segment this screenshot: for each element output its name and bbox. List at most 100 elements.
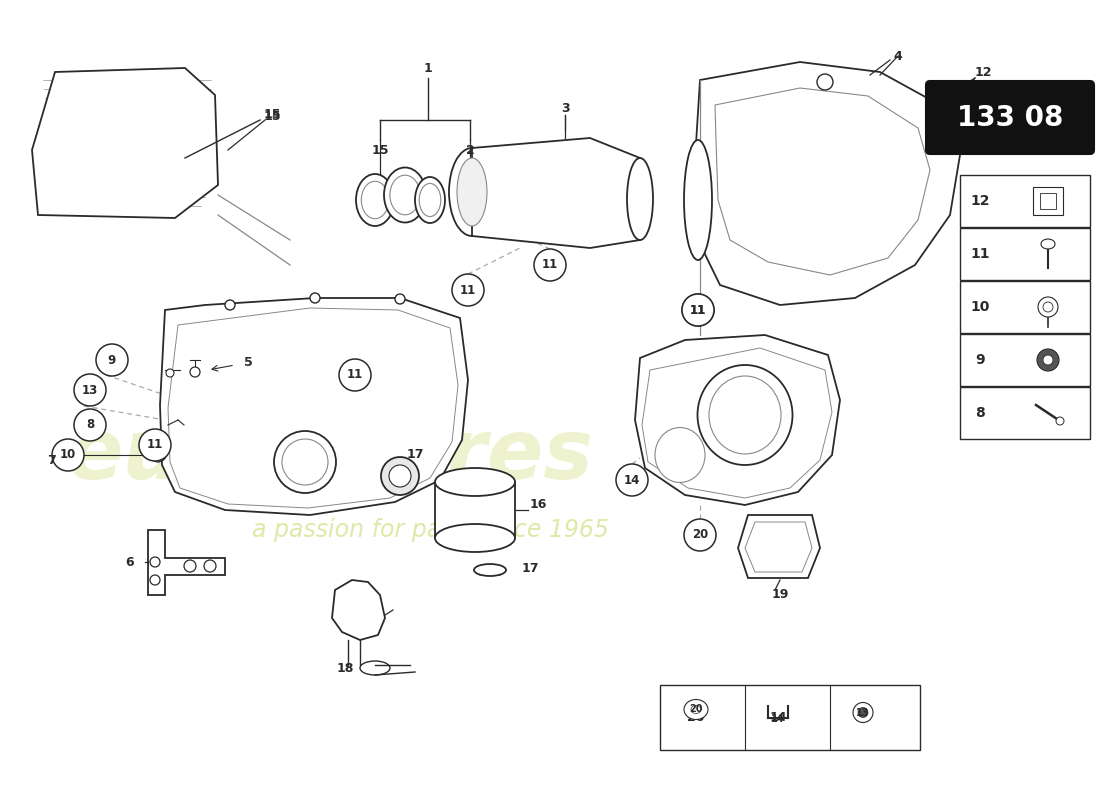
Text: 12: 12	[975, 66, 992, 78]
Circle shape	[339, 359, 371, 391]
Bar	[960, 228, 1090, 280]
Text: 18: 18	[337, 662, 354, 674]
Ellipse shape	[852, 702, 873, 722]
Circle shape	[52, 439, 84, 471]
Bar	[960, 281, 1090, 333]
Ellipse shape	[1038, 297, 1058, 317]
Bar	[960, 175, 1090, 227]
Text: 14: 14	[769, 711, 786, 724]
Circle shape	[96, 344, 128, 376]
Ellipse shape	[1037, 349, 1059, 371]
Ellipse shape	[282, 439, 328, 485]
Ellipse shape	[434, 468, 515, 496]
Ellipse shape	[381, 457, 419, 495]
Ellipse shape	[389, 175, 420, 214]
Text: 8: 8	[975, 406, 984, 420]
Text: eurospares: eurospares	[66, 414, 594, 495]
Text: 19: 19	[771, 589, 789, 602]
Bar	[660, 685, 920, 750]
Text: 14: 14	[624, 474, 640, 486]
Circle shape	[310, 293, 320, 303]
Circle shape	[166, 369, 174, 377]
Text: 3: 3	[561, 102, 570, 114]
Circle shape	[139, 429, 170, 461]
Polygon shape	[32, 68, 218, 218]
Text: 12: 12	[970, 194, 990, 208]
Polygon shape	[160, 298, 468, 515]
Polygon shape	[168, 308, 458, 508]
Ellipse shape	[1043, 302, 1053, 312]
Circle shape	[190, 367, 200, 377]
Text: 11: 11	[147, 438, 163, 451]
Text: 16: 16	[530, 498, 548, 511]
Ellipse shape	[1043, 355, 1053, 365]
Circle shape	[74, 374, 106, 406]
Ellipse shape	[419, 183, 441, 217]
Text: 10: 10	[970, 300, 990, 314]
Text: 6: 6	[125, 555, 134, 569]
Ellipse shape	[456, 158, 487, 226]
Circle shape	[395, 294, 405, 304]
Ellipse shape	[389, 465, 411, 487]
Text: 14: 14	[771, 714, 784, 725]
Ellipse shape	[1041, 239, 1055, 249]
Ellipse shape	[684, 699, 708, 719]
Ellipse shape	[474, 564, 506, 576]
Text: 15: 15	[263, 110, 280, 123]
Circle shape	[534, 249, 566, 281]
Circle shape	[151, 448, 165, 462]
Text: 10: 10	[59, 449, 76, 462]
Ellipse shape	[384, 167, 426, 222]
Polygon shape	[695, 62, 960, 305]
Polygon shape	[332, 580, 385, 640]
Text: 20: 20	[688, 711, 705, 724]
Circle shape	[184, 560, 196, 572]
Circle shape	[204, 560, 216, 572]
Ellipse shape	[627, 158, 653, 240]
Text: 11: 11	[690, 303, 706, 317]
Text: 17: 17	[406, 449, 424, 462]
Circle shape	[616, 464, 648, 496]
Text: 133 08: 133 08	[957, 103, 1064, 131]
Text: 13: 13	[81, 383, 98, 397]
Text: 1: 1	[424, 62, 432, 74]
Circle shape	[154, 449, 166, 461]
Ellipse shape	[434, 524, 515, 552]
Text: 20: 20	[692, 529, 708, 542]
Polygon shape	[642, 348, 832, 498]
Text: 11: 11	[690, 303, 706, 317]
Circle shape	[74, 409, 106, 441]
Text: 5: 5	[243, 357, 252, 370]
Polygon shape	[472, 138, 640, 248]
Text: 11: 11	[970, 247, 990, 261]
Ellipse shape	[654, 427, 705, 482]
Circle shape	[452, 274, 484, 306]
Text: 17: 17	[521, 562, 539, 574]
Text: 15: 15	[263, 109, 280, 122]
Polygon shape	[738, 515, 820, 578]
Circle shape	[682, 294, 714, 326]
Text: 11: 11	[542, 258, 558, 271]
Text: 11: 11	[346, 369, 363, 382]
Bar	[1040, 193, 1056, 209]
Text: 11: 11	[460, 283, 476, 297]
Circle shape	[150, 575, 160, 585]
Polygon shape	[635, 335, 840, 505]
Ellipse shape	[361, 182, 388, 218]
Ellipse shape	[691, 706, 701, 714]
Text: 15: 15	[372, 143, 388, 157]
Circle shape	[226, 300, 235, 310]
Circle shape	[858, 707, 868, 718]
Text: 7: 7	[47, 454, 56, 466]
Ellipse shape	[274, 431, 336, 493]
Text: 9: 9	[108, 354, 117, 366]
Circle shape	[1056, 417, 1064, 425]
Ellipse shape	[415, 177, 446, 223]
Polygon shape	[745, 522, 812, 572]
Text: 8: 8	[86, 418, 95, 431]
Polygon shape	[715, 88, 930, 275]
Ellipse shape	[697, 365, 792, 465]
Text: 2: 2	[465, 143, 474, 157]
Text: 9: 9	[976, 353, 984, 367]
Text: a passion for parts since 1965: a passion for parts since 1965	[252, 518, 608, 542]
